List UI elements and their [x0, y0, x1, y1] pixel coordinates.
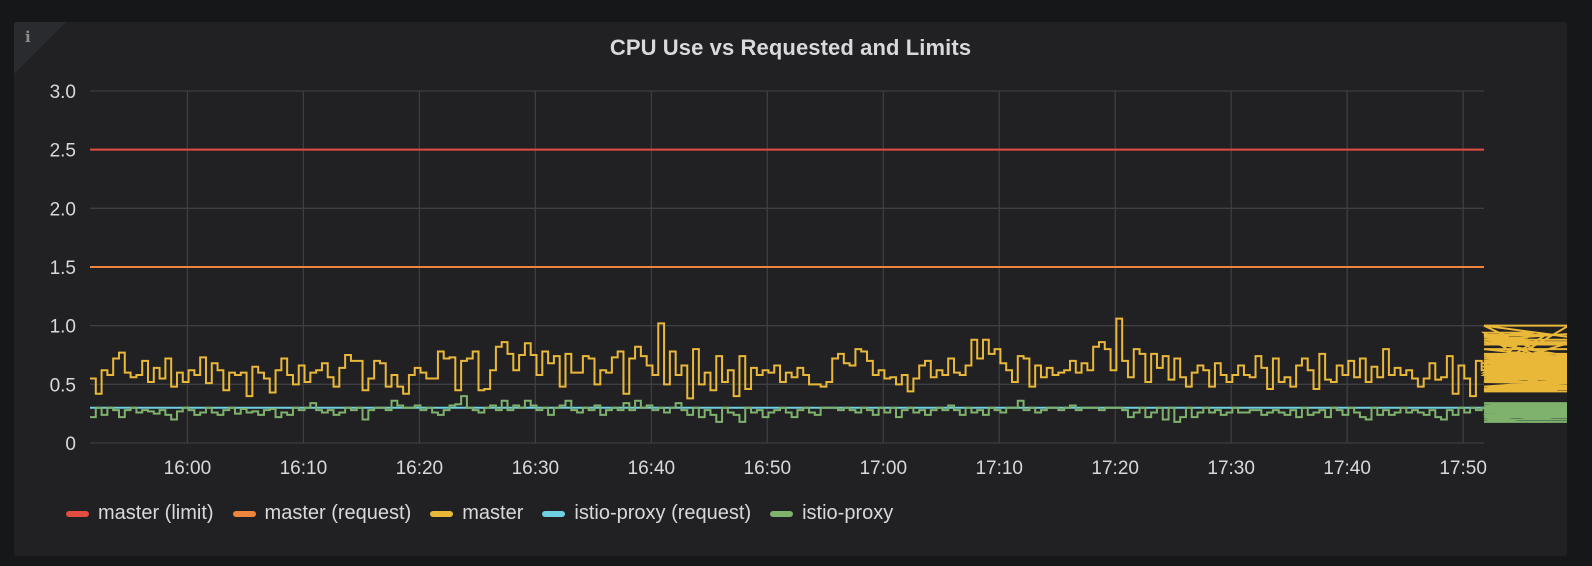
y-tick-label: 1.0 — [50, 317, 76, 338]
legend-label[interactable]: istio-proxy — [802, 502, 894, 524]
info-icon[interactable]: i — [25, 28, 31, 46]
legend-label[interactable]: istio-proxy (request) — [574, 502, 752, 524]
x-tick-label: 16:40 — [628, 458, 676, 479]
legend-label[interactable]: master (limit) — [98, 502, 214, 524]
y-tick-label: 0 — [65, 434, 76, 455]
x-tick-label: 16:20 — [396, 458, 444, 479]
x-tick-label: 17:50 — [1439, 458, 1487, 479]
legend-label[interactable]: master — [462, 502, 524, 524]
legend-swatch-icon[interactable] — [66, 510, 89, 517]
legend-item[interactable]: master (limit) — [66, 502, 214, 525]
x-tick-label: 16:50 — [744, 458, 792, 479]
x-tick-label: 17:10 — [975, 458, 1023, 479]
legend-swatch-icon[interactable] — [542, 510, 566, 517]
chart-legend: master (limit) master (request) master isti… — [66, 502, 912, 525]
chart-plot-area[interactable]: 0 0.5 1.0 1.5 2.0 2.5 3.0 16:00 16:10 16:20 16:30 1… — [14, 22, 1567, 492]
y-tick-label: 1.5 — [50, 258, 76, 279]
x-tick-label: 16:00 — [164, 458, 212, 479]
legend-label[interactable]: master (request) — [264, 502, 412, 524]
y-tick-label: 0.5 — [50, 375, 76, 396]
panel-title[interactable]: CPU Use vs Requested and Limits — [609, 35, 972, 60]
y-tick-label: 2.5 — [50, 141, 76, 162]
legend-swatch-icon[interactable] — [770, 510, 794, 517]
legend-item[interactable]: master (request) — [232, 502, 412, 525]
x-tick-label: 16:30 — [512, 458, 560, 479]
x-tick-label: 17:00 — [859, 458, 907, 479]
x-tick-label: 17:30 — [1207, 458, 1255, 479]
chart-panel: i CPU Use vs Requested and Limits 0 0.5 1.… — [14, 22, 1567, 556]
x-tick-label: 17:40 — [1323, 458, 1371, 479]
legend-item[interactable]: istio-proxy (request) — [542, 502, 751, 525]
legend-item[interactable]: master — [430, 502, 523, 525]
legend-swatch-icon[interactable] — [430, 510, 454, 517]
panel-info-corner[interactable] — [14, 22, 66, 74]
x-tick-label: 17:20 — [1091, 458, 1139, 479]
legend-swatch-icon[interactable] — [232, 510, 256, 517]
y-tick-label: 3.0 — [50, 82, 76, 103]
series-line-istio-proxy[interactable] — [90, 395, 1567, 423]
series-line-master[interactable] — [90, 317, 1567, 400]
x-tick-label: 16:10 — [280, 458, 328, 479]
legend-item[interactable]: istio-proxy — [770, 502, 893, 525]
y-tick-label: 2.0 — [50, 199, 76, 220]
